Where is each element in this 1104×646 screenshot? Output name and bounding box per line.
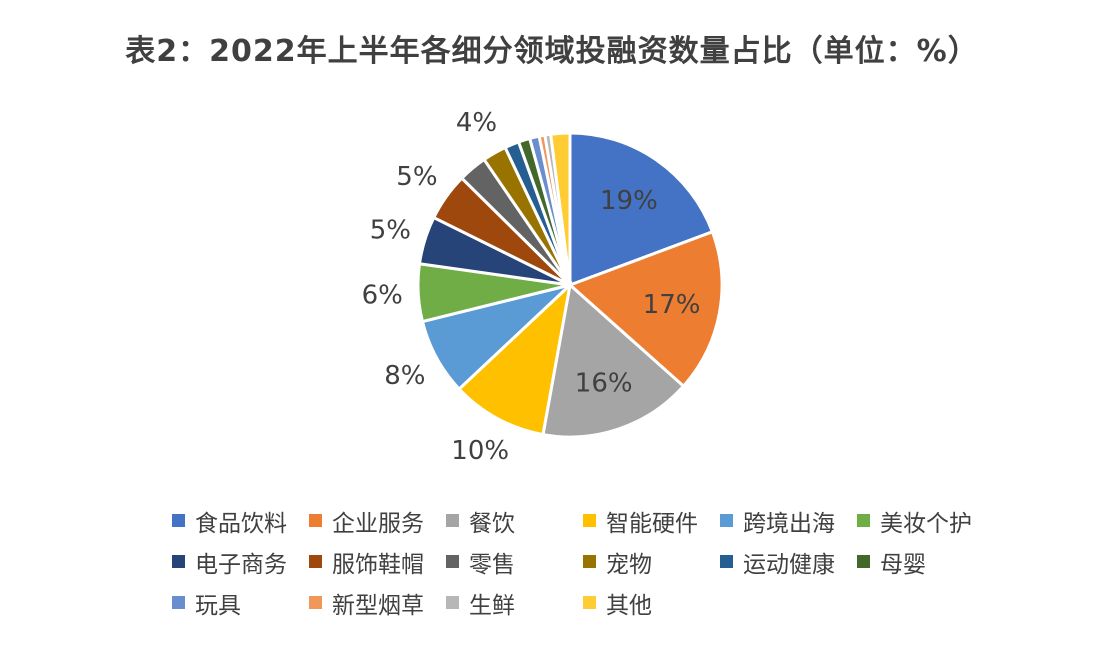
data-label-1: 19% bbox=[600, 186, 658, 216]
legend-swatch bbox=[857, 555, 870, 568]
legend-item: 跨境出海 bbox=[720, 504, 857, 538]
legend-swatch bbox=[583, 514, 596, 527]
legend-item: 母婴 bbox=[857, 545, 994, 579]
data-label-8: 5% bbox=[396, 162, 437, 192]
pie-slice-2 bbox=[567, 229, 724, 389]
legend-item: 运动健康 bbox=[720, 545, 857, 579]
legend-label: 食品饮料 bbox=[195, 510, 287, 537]
legend-label: 运动健康 bbox=[743, 551, 835, 578]
legend-label: 母婴 bbox=[880, 551, 926, 578]
pie-slice-3 bbox=[541, 282, 686, 439]
data-label-3: 16% bbox=[575, 369, 633, 399]
legend-label: 零售 bbox=[469, 551, 515, 578]
pie-slice-4 bbox=[457, 280, 573, 437]
legend-label: 电子商务 bbox=[195, 551, 287, 578]
data-label-7: 5% bbox=[370, 215, 411, 245]
data-label-4: 10% bbox=[451, 436, 509, 466]
chart-legend: 食品饮料 企业服务 餐饮 智能硬件 跨境出海 美妆个护电子商务 服饰鞋帽 零售 宠物 运动健康 母婴… bbox=[172, 500, 1072, 623]
legend-label: 玩具 bbox=[195, 592, 241, 619]
pie-slice-16 bbox=[548, 131, 572, 286]
legend-swatch bbox=[172, 514, 185, 527]
legend-row: 食品饮料 企业服务 餐饮 智能硬件 跨境出海 美妆个护 bbox=[172, 500, 1072, 541]
legend-swatch bbox=[720, 555, 733, 568]
legend-swatch bbox=[583, 555, 596, 568]
legend-item: 食品饮料 bbox=[172, 504, 309, 538]
legend-item: 餐饮 bbox=[446, 504, 583, 538]
data-label-2: 17% bbox=[643, 290, 701, 320]
legend-label: 餐饮 bbox=[469, 510, 515, 537]
legend-swatch bbox=[857, 514, 870, 527]
legend-label: 服饰鞋帽 bbox=[332, 551, 424, 578]
legend-swatch bbox=[446, 555, 459, 568]
legend-label: 新型烟草 bbox=[332, 592, 424, 619]
data-label-10: 4% bbox=[456, 108, 497, 138]
legend-label: 宠物 bbox=[606, 551, 652, 578]
data-label-5: 8% bbox=[384, 361, 425, 391]
legend-item: 企业服务 bbox=[309, 504, 446, 538]
legend-swatch bbox=[172, 596, 185, 609]
chart-title: 表2：2022年上半年各细分领域投融资数量占比（单位：%） bbox=[125, 34, 979, 69]
legend-item: 美妆个护 bbox=[857, 504, 994, 538]
legend-item: 服饰鞋帽 bbox=[309, 545, 446, 579]
legend-label: 智能硬件 bbox=[606, 510, 698, 537]
legend-item: 电子商务 bbox=[172, 545, 309, 579]
legend-swatch bbox=[309, 555, 322, 568]
legend-item: 生鲜 bbox=[446, 586, 583, 620]
legend-label: 跨境出海 bbox=[743, 510, 835, 537]
legend-row: 电子商务 服饰鞋帽 零售 宠物 运动健康 母婴 bbox=[172, 541, 1072, 582]
legend-item: 其他 bbox=[583, 586, 720, 620]
legend-row: 玩具 新型烟草 生鲜 其他 bbox=[172, 582, 1072, 623]
data-label-6: 6% bbox=[362, 281, 403, 311]
legend-item: 玩具 bbox=[172, 586, 309, 620]
legend-label: 生鲜 bbox=[469, 592, 515, 619]
legend-item: 零售 bbox=[446, 545, 583, 579]
pie-slice-1 bbox=[568, 131, 715, 288]
legend-item: 宠物 bbox=[583, 545, 720, 579]
legend-label: 企业服务 bbox=[332, 510, 424, 537]
legend-swatch bbox=[446, 596, 459, 609]
legend-swatch bbox=[720, 514, 733, 527]
legend-swatch bbox=[446, 514, 459, 527]
legend-label: 其他 bbox=[606, 592, 652, 619]
legend-swatch bbox=[583, 596, 596, 609]
legend-label: 美妆个护 bbox=[880, 510, 972, 537]
legend-item: 新型烟草 bbox=[309, 586, 446, 620]
legend-swatch bbox=[309, 596, 322, 609]
legend-swatch bbox=[309, 514, 322, 527]
legend-item: 智能硬件 bbox=[583, 504, 720, 538]
legend-swatch bbox=[172, 555, 185, 568]
